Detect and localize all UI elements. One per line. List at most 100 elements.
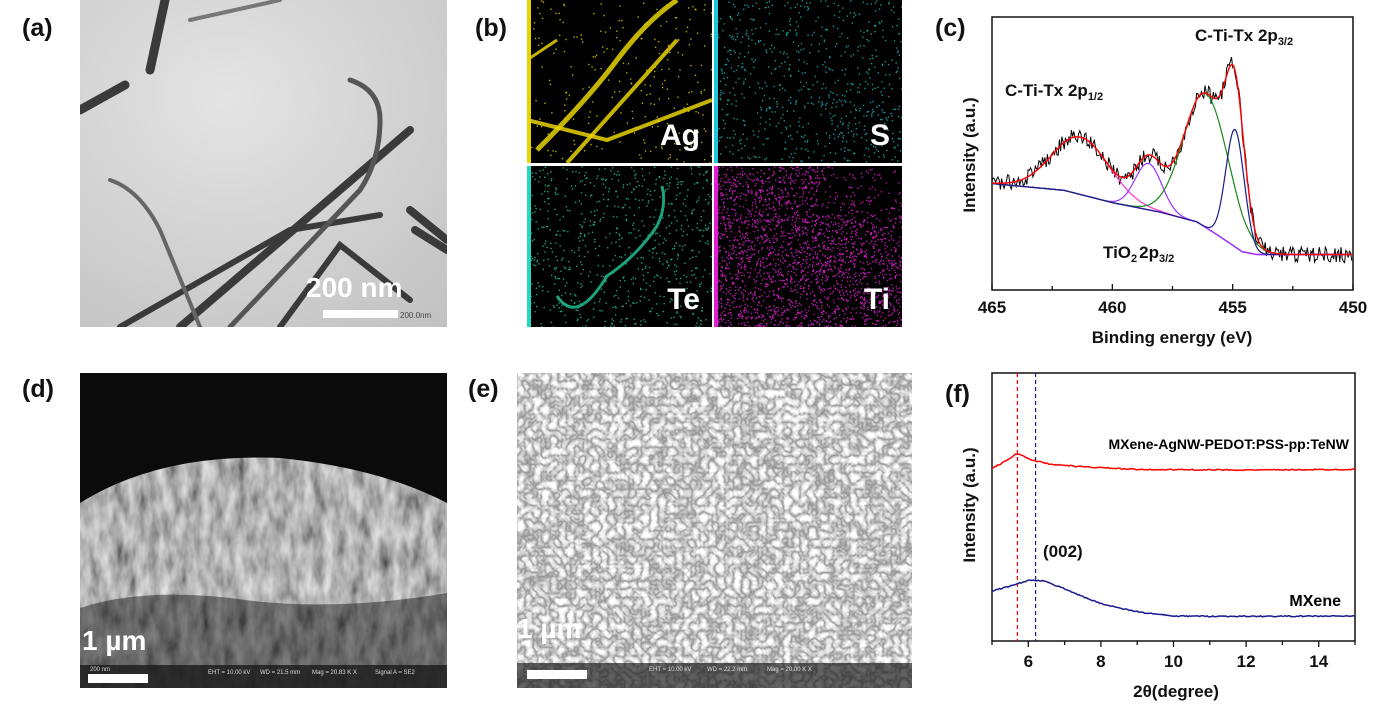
eds-dot [792,226,795,228]
eds-dot [833,98,835,101]
eds-dot [882,262,884,265]
eds-dot [722,208,725,211]
eds-dot [793,289,795,292]
eds-dot [731,103,733,105]
eds-dot [766,236,768,238]
eds-dot [874,146,877,148]
eds-dot [732,283,734,285]
eds-dot [562,167,565,169]
eds-dot [883,269,885,272]
eds-dot [816,204,819,207]
eds-dot [820,232,822,235]
eds-dot [592,308,595,310]
eds-dot [899,281,902,283]
eds-dot [754,203,757,205]
eds-dot [882,260,885,262]
eds-dot [740,214,742,216]
eds-dot [733,200,735,202]
eds-dot [858,281,861,283]
eds-dot [766,247,769,249]
eds-dot [749,260,751,262]
eds-dot [806,63,808,65]
eds-dot [826,326,828,327]
eds-dot [736,36,738,38]
eds-dot [707,243,710,245]
eds-dot [717,251,719,254]
eds-dot [804,267,807,269]
eds-dot [615,232,618,234]
eds-dot [779,268,782,270]
eds-dot [819,228,821,231]
eds-dot [800,266,803,268]
eds-dot [865,314,868,316]
eds-dot [792,265,794,268]
eds-dot [539,208,541,211]
eds-dot [725,228,727,230]
eds-dot [888,96,890,98]
eds-dot [866,221,869,224]
eds-dot [886,149,888,151]
eds-dot [810,205,812,207]
eds-dot [750,267,752,270]
eds-dot [839,215,842,217]
eds-dot [885,117,887,119]
eds-dot [724,275,727,277]
eds-dot [789,183,792,185]
eds-dot [799,244,801,246]
eds-dot [621,237,623,239]
eds-dot [696,130,698,132]
eds-dot [722,274,724,277]
eds-dot [816,170,819,173]
eds-dot [687,128,689,131]
eds-dot [657,125,659,128]
eds-dot [732,87,734,89]
eds-dot [745,194,747,197]
eds-dot [615,307,617,309]
eds-dot [794,6,797,9]
eds-dot [564,314,566,317]
eds-dot [654,239,656,242]
eds-dot [771,4,774,7]
eds-dot [827,288,829,290]
eds-dot [790,279,792,282]
eds-dot [738,243,741,245]
eds-dot [555,277,557,280]
eds-dot [754,281,756,283]
eds-dot [779,166,781,169]
eds-dot [682,231,685,233]
eds-dot [822,203,824,205]
eds-dot [694,8,696,10]
eds-dot [722,29,724,32]
eds-dot [758,197,761,199]
eds-dot [575,170,577,173]
eds-dot [670,124,673,126]
eds-dot [835,280,838,282]
eds-dot [866,291,869,294]
eds-dot [770,107,772,109]
eds-dot [779,84,782,86]
eds-dot [849,290,851,293]
eds-dot [673,209,676,212]
eds-dot [889,277,891,280]
eds-dot [841,69,843,72]
eds-dot [726,218,728,220]
eds-dot [677,289,679,292]
eds-dot [700,323,702,325]
eds-dot [839,209,842,211]
eds-dot [778,208,781,210]
eds-dot [834,308,836,310]
eds-dot [776,240,778,242]
eds-dot [781,313,784,316]
eds-dot [752,130,754,132]
eds-dot [848,268,851,270]
eds-dot [816,186,818,188]
eds-dot [530,259,533,261]
eds-dot [899,291,902,294]
eds-dot [853,16,855,18]
eds-dot [531,240,534,242]
eds-dot [859,306,862,309]
eds-dot [839,253,841,255]
eds-dot [816,307,818,309]
eds-dot [785,325,787,327]
eds-dot [645,289,647,291]
